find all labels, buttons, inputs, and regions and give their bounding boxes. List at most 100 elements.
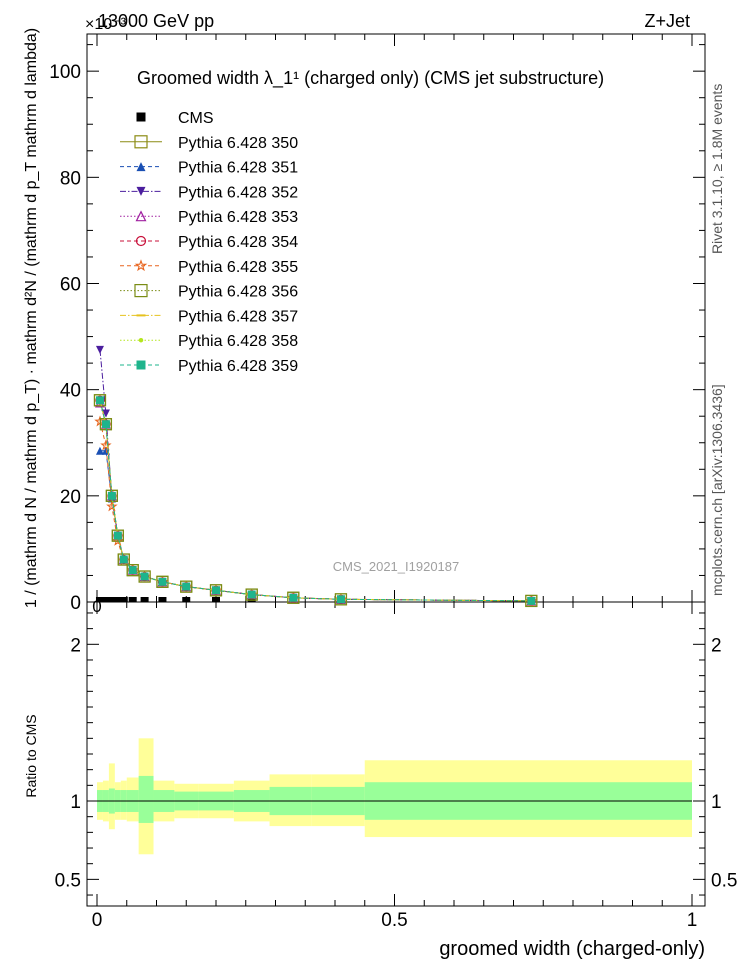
legend-label-6: Pythia 6.428 355 xyxy=(178,259,298,276)
legend-marker-10 xyxy=(136,360,146,370)
series-point-10 xyxy=(107,491,116,500)
legend: CMS Pythia 6.428 350 Pythia 6.428 351 Pythi… xyxy=(120,110,298,375)
series-5 xyxy=(95,395,536,606)
legend-marker-4 xyxy=(135,210,147,222)
main-y-axis-label: 1 / (mathrm d N / mathrm d p_T) · mathrm… xyxy=(23,28,40,608)
main-y-tick-label: 60 xyxy=(60,274,81,295)
series-point-10 xyxy=(247,590,256,599)
legend-label-10: Pythia 6.428 359 xyxy=(178,358,298,375)
legend-marker-5 xyxy=(135,235,147,247)
legend-label-0: CMS xyxy=(178,110,214,127)
series-point-10 xyxy=(95,396,104,405)
main-x-zero-label: 0 xyxy=(92,597,101,616)
series-point-10 xyxy=(128,566,137,575)
series-point-3 xyxy=(95,345,104,354)
ratio-y-tick-label: 2 xyxy=(70,635,81,656)
series-point-10 xyxy=(336,595,345,604)
series-line-7 xyxy=(99,400,532,602)
main-y-tick-label: 100 xyxy=(49,62,81,83)
series-line-1 xyxy=(99,400,532,602)
series-layer xyxy=(93,345,538,608)
cms-data-point xyxy=(182,597,191,602)
series-point-7 xyxy=(180,580,193,593)
cms-data-point xyxy=(113,597,122,602)
x-tick-label: 0 xyxy=(92,910,103,931)
series-point-6 xyxy=(106,500,118,512)
x-tick-label: 0.5 xyxy=(381,910,407,931)
legend-marker-7 xyxy=(134,284,148,298)
ratio-y-ticks: 0.5 0.5 1 1 2 2 xyxy=(55,612,737,896)
series-point-7 xyxy=(111,529,124,542)
series-point-3 xyxy=(101,409,110,418)
series-point-10 xyxy=(113,531,122,540)
series-point-7 xyxy=(209,584,223,597)
series-4 xyxy=(95,397,537,606)
series-1 xyxy=(93,394,538,608)
series-line-6 xyxy=(99,421,532,602)
cms-data-point xyxy=(101,597,110,602)
legend-label-9: Pythia 6.428 358 xyxy=(178,333,298,350)
ratio-plot-frame xyxy=(86,601,706,907)
series-point-7 xyxy=(156,575,169,588)
series-10 xyxy=(95,396,536,605)
legend-label-2: Pythia 6.428 351 xyxy=(178,160,298,177)
series-point-7 xyxy=(138,570,151,583)
series-point-10 xyxy=(158,577,167,586)
cms-data-point xyxy=(107,597,116,602)
ratio-y-tick-label-right: 0.5 xyxy=(711,870,737,891)
chart-title: Groomed width λ_1¹ (charged only) (CMS j… xyxy=(137,68,604,89)
energy-label: 13000 GeV pp xyxy=(98,11,214,31)
legend-label-5: Pythia 6.428 354 xyxy=(178,234,298,251)
series-point-10 xyxy=(527,596,536,605)
series-0 xyxy=(95,597,536,602)
ratio-y-tick-label: 0.5 xyxy=(55,870,81,891)
series-9 xyxy=(97,398,534,603)
main-y-ticks: 0 20 40 60 80 100 xyxy=(49,44,705,614)
y-exponent-label: ×10⁻³ xyxy=(85,16,127,33)
series-7 xyxy=(93,394,538,608)
legend-label-4: Pythia 6.428 353 xyxy=(178,209,298,226)
cms-data-point xyxy=(119,597,128,602)
series-point-10 xyxy=(289,593,298,602)
series-line-5 xyxy=(99,400,532,602)
series-line-10 xyxy=(99,400,532,602)
mcplots-label: mcplots.cern.ch [arXiv:1306.3436] xyxy=(709,384,725,596)
legend-marker-2 xyxy=(136,162,146,172)
cms-data-point xyxy=(140,597,149,602)
ratio-uncertainty-bands xyxy=(97,738,692,855)
main-y-tick-label: 80 xyxy=(60,168,81,189)
x-axis-label: groomed width (charged-only) xyxy=(439,938,705,960)
main-y-tick-label: 40 xyxy=(60,381,81,402)
legend-marker-6 xyxy=(134,259,148,272)
series-point-6 xyxy=(100,439,112,451)
cms-data-point xyxy=(128,597,137,602)
series-point-2 xyxy=(95,446,104,455)
ratio-stat-band-6 xyxy=(138,775,154,823)
series-line-4 xyxy=(99,402,532,602)
legend-label-3: Pythia 6.428 352 xyxy=(178,184,298,201)
legend-label-8: Pythia 6.428 357 xyxy=(178,308,298,325)
x-tick-label: 1 xyxy=(687,910,698,931)
series-line-9 xyxy=(99,400,532,602)
legend-label-7: Pythia 6.428 356 xyxy=(178,284,298,301)
cms-data-point xyxy=(95,597,104,602)
cms-data-point xyxy=(158,597,167,602)
ratio-y-axis-label: Ratio to CMS xyxy=(23,714,39,797)
series-3 xyxy=(95,345,536,605)
cms-data-point xyxy=(212,597,220,602)
series-point-10 xyxy=(101,420,110,429)
series-point-7 xyxy=(126,564,139,577)
rivet-version-label: Rivet 3.1.10, ≥ 1.8M events xyxy=(709,84,725,254)
ratio-y-tick-label: 1 xyxy=(70,792,81,813)
series-line-3 xyxy=(99,349,532,602)
series-line-8 xyxy=(99,400,532,602)
process-label: Z+Jet xyxy=(644,11,690,31)
series-point-10 xyxy=(212,586,220,595)
legend-marker-9 xyxy=(138,337,144,343)
series-8 xyxy=(95,399,536,602)
legend-marker-0 xyxy=(136,112,146,122)
series-point-7 xyxy=(117,553,130,566)
legend-label-1: Pythia 6.428 350 xyxy=(178,135,298,152)
analysis-watermark: CMS_2021_I1920187 xyxy=(333,559,460,574)
